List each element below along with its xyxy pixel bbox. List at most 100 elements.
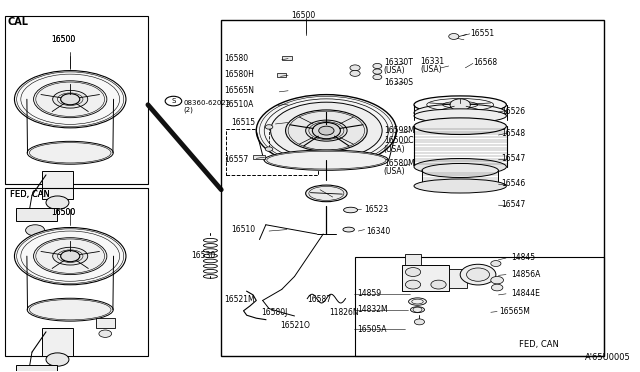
Circle shape xyxy=(265,147,273,151)
Bar xyxy=(277,73,286,77)
Text: (USA): (USA) xyxy=(420,65,442,74)
Circle shape xyxy=(350,65,360,71)
Text: (2): (2) xyxy=(184,107,193,113)
Ellipse shape xyxy=(306,120,347,141)
Circle shape xyxy=(61,94,80,105)
Circle shape xyxy=(46,196,69,209)
Ellipse shape xyxy=(52,247,88,265)
Circle shape xyxy=(491,260,501,266)
Circle shape xyxy=(61,251,80,262)
Text: 16521O: 16521O xyxy=(280,321,310,330)
Text: 08360-62023: 08360-62023 xyxy=(184,100,231,106)
Ellipse shape xyxy=(422,163,499,177)
Text: (USA): (USA) xyxy=(384,145,405,154)
Circle shape xyxy=(312,122,340,139)
Circle shape xyxy=(373,74,382,80)
Circle shape xyxy=(46,353,69,366)
Ellipse shape xyxy=(27,141,113,164)
Bar xyxy=(16,208,58,221)
Text: CAL: CAL xyxy=(8,17,29,27)
Text: 16500: 16500 xyxy=(51,35,76,44)
Bar xyxy=(253,155,264,160)
Circle shape xyxy=(449,33,459,39)
Circle shape xyxy=(491,276,504,284)
Circle shape xyxy=(373,69,382,74)
Circle shape xyxy=(405,280,420,289)
Text: 16565M: 16565M xyxy=(500,307,531,316)
Text: 16568: 16568 xyxy=(473,58,497,67)
Text: 16515: 16515 xyxy=(231,118,255,127)
Circle shape xyxy=(492,284,503,291)
Text: 16523: 16523 xyxy=(365,205,388,215)
Ellipse shape xyxy=(264,150,388,170)
Circle shape xyxy=(431,280,446,289)
Text: (USA): (USA) xyxy=(384,167,405,176)
Ellipse shape xyxy=(285,110,367,151)
Ellipse shape xyxy=(33,238,107,275)
Text: 16547: 16547 xyxy=(502,154,526,163)
Ellipse shape xyxy=(414,109,506,123)
Circle shape xyxy=(350,70,360,76)
Ellipse shape xyxy=(271,102,382,159)
Ellipse shape xyxy=(414,158,506,175)
Text: 16505A: 16505A xyxy=(357,325,387,334)
Circle shape xyxy=(405,267,420,276)
Ellipse shape xyxy=(15,228,126,285)
Circle shape xyxy=(460,264,496,285)
Bar xyxy=(96,318,115,328)
Bar xyxy=(404,254,420,265)
Text: 14859: 14859 xyxy=(357,289,381,298)
Text: 16500: 16500 xyxy=(291,11,316,20)
Text: 16587: 16587 xyxy=(307,295,332,304)
Text: 16565N: 16565N xyxy=(225,86,255,94)
Text: 16580H: 16580H xyxy=(225,70,254,79)
Bar xyxy=(282,56,292,61)
Bar xyxy=(16,365,58,372)
Bar xyxy=(42,171,74,199)
Text: 11826N: 11826N xyxy=(329,308,358,317)
Text: FED, CAN: FED, CAN xyxy=(10,190,49,199)
Text: 16546: 16546 xyxy=(502,179,526,187)
Bar xyxy=(226,129,318,175)
Ellipse shape xyxy=(343,227,355,232)
Text: 16500: 16500 xyxy=(51,208,76,217)
Text: 16598M: 16598M xyxy=(384,126,415,135)
Bar xyxy=(449,269,467,288)
Text: S: S xyxy=(172,98,175,104)
Ellipse shape xyxy=(15,71,126,128)
Text: FED, CAN: FED, CAN xyxy=(10,190,49,199)
Circle shape xyxy=(26,225,45,236)
Ellipse shape xyxy=(256,94,396,167)
Text: 16340: 16340 xyxy=(366,227,390,235)
Text: 16331: 16331 xyxy=(420,57,445,66)
Circle shape xyxy=(319,126,334,135)
Circle shape xyxy=(450,99,470,111)
Text: 16580J: 16580J xyxy=(261,308,288,317)
Bar xyxy=(4,16,148,184)
Text: 14856A: 14856A xyxy=(511,270,541,279)
Circle shape xyxy=(414,319,424,325)
Text: 16500: 16500 xyxy=(51,35,76,44)
Ellipse shape xyxy=(306,185,347,202)
Text: FED, CAN: FED, CAN xyxy=(519,340,559,349)
Ellipse shape xyxy=(344,207,358,213)
Text: 16526: 16526 xyxy=(502,107,525,116)
Ellipse shape xyxy=(408,298,426,305)
Text: 16500C: 16500C xyxy=(384,137,413,145)
Ellipse shape xyxy=(414,104,506,122)
Text: 16548: 16548 xyxy=(502,129,525,138)
Text: 16580: 16580 xyxy=(225,54,248,63)
Ellipse shape xyxy=(414,179,506,193)
Bar xyxy=(221,20,604,356)
Bar xyxy=(355,257,604,356)
Text: 16330T: 16330T xyxy=(384,58,413,67)
Text: 14844E: 14844E xyxy=(511,289,540,298)
Ellipse shape xyxy=(33,81,107,118)
Text: (USA): (USA) xyxy=(384,66,405,75)
Text: A'65U0005: A'65U0005 xyxy=(585,353,631,362)
Text: 16510: 16510 xyxy=(231,225,255,234)
Circle shape xyxy=(99,330,111,337)
Bar xyxy=(42,328,74,356)
Text: 14845: 14845 xyxy=(511,253,535,263)
Text: 16530: 16530 xyxy=(191,251,216,260)
